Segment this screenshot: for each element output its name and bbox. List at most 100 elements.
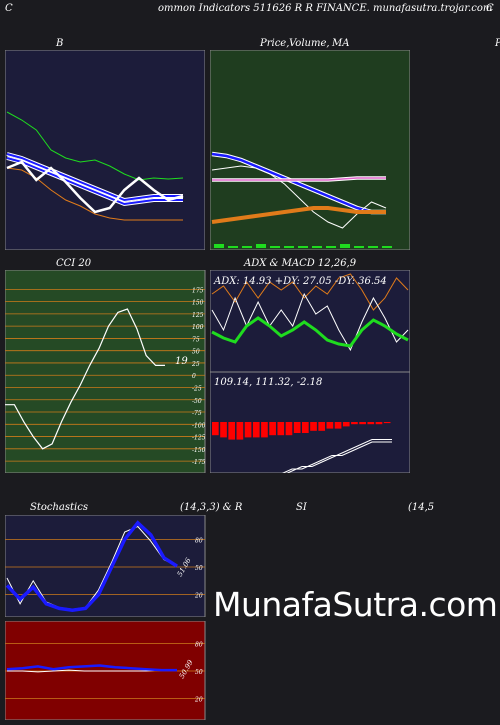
stoch-tick-label: 50 [195, 565, 203, 572]
volume-bar [368, 246, 378, 248]
macd-hist-bar [302, 422, 309, 433]
macd-hist-bar [375, 422, 383, 425]
macd-hist-bar [326, 422, 334, 429]
volume-bar [270, 246, 280, 248]
stoch-title-right: (14,5 [408, 502, 435, 513]
macd-hist-bar [252, 422, 260, 438]
macd-hist-bar [285, 422, 293, 436]
cci-tick-label: -25 [192, 385, 202, 392]
macd-hist-bar [367, 422, 375, 425]
cci-title: CCI 20 [56, 258, 92, 269]
price-title-a: Price, [260, 38, 290, 49]
macd-hist-bar [261, 422, 268, 438]
macd-hist-bar [293, 422, 301, 433]
volume-bar [242, 246, 252, 248]
stoch-d-line [6, 525, 178, 610]
price-ma-pink [212, 177, 386, 181]
cci-tick-label: 175 [192, 287, 204, 294]
stoch-k-line [5, 520, 178, 612]
rsi-title: SI [296, 502, 307, 513]
macd-hist-bar [212, 422, 219, 436]
bollinger-title: B [56, 38, 64, 49]
bb-lower-band [6, 167, 183, 221]
cci-bg [5, 270, 206, 473]
adx-minus-dy [211, 273, 409, 311]
price-title-b: Volume, [289, 38, 330, 49]
cci-tick-label: 125 [192, 312, 204, 319]
volume-bar [284, 246, 294, 248]
rsi-tick-label: 50 [195, 669, 203, 676]
price-ma-orange [211, 206, 386, 224]
cci-last-label: 19 [175, 356, 188, 367]
right-cut-title: P [495, 38, 500, 49]
cci-tick-label: -125 [192, 435, 206, 442]
price-chart [210, 50, 410, 250]
volume-bar [256, 244, 266, 248]
header-left-letter: C [5, 3, 13, 14]
bb-upper-band [6, 111, 184, 181]
watermark: MunafaSutra.com [213, 585, 498, 624]
cci-tick-label: -150 [192, 447, 206, 454]
cci-tick-label: 150 [192, 300, 204, 307]
rsi-tick-label: 20 [194, 697, 203, 704]
volume-bar [382, 246, 392, 248]
adx-chart: ADX: 14.93 +DY: 27.05 -DY: 36.54 [210, 270, 410, 372]
macd-hist-bar [334, 422, 342, 429]
rsi-ma-line [7, 669, 177, 673]
macd-chart: 109.14, 111.32, -2.18 [210, 372, 410, 473]
cci-tick-label: -50 [192, 398, 202, 405]
cci-line [5, 308, 165, 450]
cci-tick-label: 0 [192, 373, 196, 380]
macd-hist-bar [359, 422, 366, 425]
stoch-tick-label: 80 [195, 537, 203, 544]
stoch-bg [5, 515, 206, 617]
adx-plus-dy [211, 292, 409, 352]
macd-hist-bar [342, 422, 350, 427]
volume-bar [312, 246, 322, 248]
bb-middle-band [6, 153, 183, 202]
cci-tick-label: 75 [192, 336, 200, 343]
cci-chart: 175 150 125 100 75 50 25 0 -25 -50 -75 -100 -125 -150… [5, 270, 206, 473]
macd-hist-bar [383, 422, 391, 424]
header-right-letter: C [486, 3, 494, 14]
macd-hist-bar [269, 422, 276, 436]
macd-signal-line [212, 441, 392, 473]
macd-hist-bar [244, 422, 252, 438]
rsi-tick-label: 80 [195, 641, 203, 648]
volume-bar [340, 244, 350, 248]
stoch-title-left: Stochastics [30, 502, 88, 513]
rsi-line [6, 664, 177, 672]
macd-hist-bar [277, 422, 285, 436]
adx-line [211, 316, 409, 348]
macd-hist-bar [351, 422, 358, 425]
macd-hist-bar [236, 422, 244, 440]
stoch-tick-label: 20 [194, 593, 203, 600]
page-title: ommon Indicators 511626 R R FINANCE. mun… [158, 3, 493, 14]
volume-bar [298, 246, 308, 248]
cci-tick-label: 25 [191, 361, 200, 368]
volume-bar [326, 246, 336, 248]
stoch-title-mid: (14,3,3) & R [180, 502, 243, 513]
cci-tick-label: -100 [192, 422, 206, 429]
macd-hist-bar [310, 422, 317, 431]
adx-readout: ADX: 14.93 +DY: 27.05 -DY: 36.54 [213, 276, 387, 287]
bb-middle-band-2 [6, 157, 183, 206]
volume-bar [214, 244, 224, 248]
macd-hist-bar [220, 422, 227, 438]
macd-line [286, 439, 392, 473]
volume-bar [228, 246, 238, 248]
bb-price [6, 160, 184, 214]
macd-hist-bar [228, 422, 236, 440]
cci-tick-label: -75 [192, 410, 202, 417]
bollinger-chart [5, 50, 205, 250]
macd-hist-bar [318, 422, 326, 431]
adx-macd-title: ADX & MACD 12,26,9 [244, 258, 357, 269]
cci-tick-label: 100 [192, 324, 204, 331]
cci-tick-label: -175 [192, 459, 206, 466]
volume-bar [354, 246, 364, 248]
cci-tick-label: 50 [192, 349, 200, 356]
macd-readout: 109.14, 111.32, -2.18 [214, 377, 322, 388]
price-ma-blue [211, 152, 386, 214]
